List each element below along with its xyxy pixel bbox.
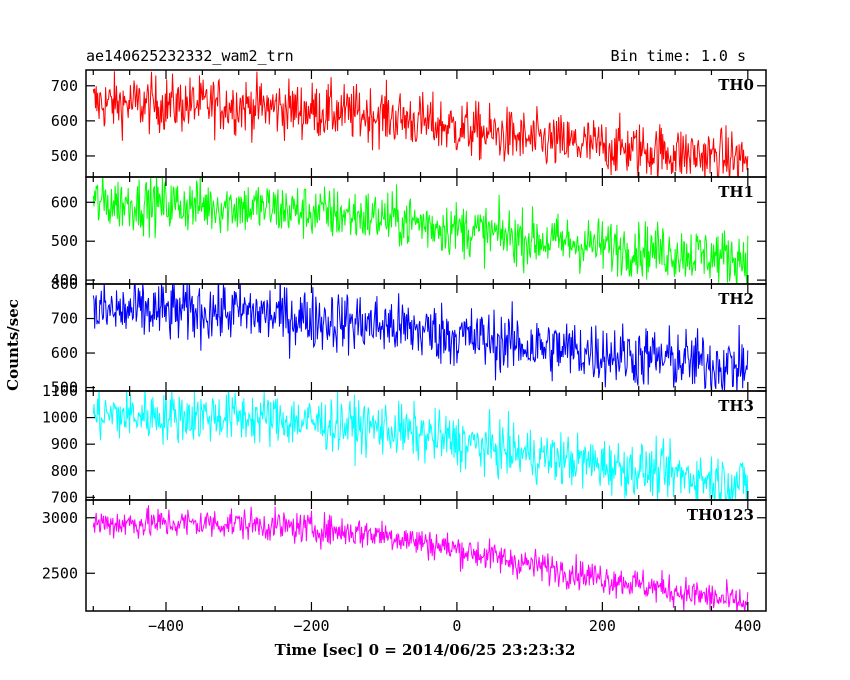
- y-tick-label: 900: [51, 435, 78, 453]
- y-tick-label: 400: [51, 271, 78, 289]
- y-tick-label: 1000: [42, 409, 78, 427]
- chart-title: ae140625232332_wam2_trn: [86, 47, 294, 65]
- series-line-th0123: [92, 505, 749, 611]
- y-tick-label: 500: [51, 379, 78, 397]
- panel-label: TH1: [718, 183, 754, 201]
- y-tick-label: 800: [51, 462, 78, 480]
- x-tick-label: 400: [734, 617, 761, 635]
- panels-group: TH0500600700TH1400500600TH2500600700800T…: [42, 69, 767, 612]
- y-tick-label: 600: [51, 112, 78, 130]
- y-axis-label: Counts/sec: [4, 299, 22, 391]
- x-axis-label: Time [sec] 0 = 2014/06/25 23:23:32: [275, 641, 576, 659]
- x-tick-label: −200: [293, 617, 329, 635]
- panel-th3: TH3 700 800 900 1000 1100: [42, 382, 767, 506]
- x-axis-ticks: −400 −200 0 200 400: [148, 617, 761, 635]
- panel-th2: TH2 500 600 700 800: [51, 275, 767, 397]
- bin-time-label: Bin time: 1.0 s: [611, 47, 746, 65]
- panel-th0123: TH0123 2500 3000: [42, 499, 767, 612]
- y-tick-label: 1100: [42, 382, 78, 400]
- y-tick-label: 700: [51, 488, 78, 506]
- x-tick-label: 0: [452, 617, 461, 635]
- y-tick-label: 800: [51, 275, 78, 293]
- y-tick-label: 600: [51, 193, 78, 211]
- series-line-th1: [92, 177, 749, 284]
- y-tick-label: 2500: [42, 564, 78, 582]
- y-tick-label: 700: [51, 310, 78, 328]
- y-tick-label: 3000: [42, 509, 78, 527]
- panel-label: TH2: [718, 290, 754, 308]
- panel-frame: [85, 499, 767, 612]
- panel-th0: TH0 500 600 700: [51, 69, 767, 178]
- panel-th1: TH1 400 500 600: [51, 176, 767, 289]
- y-tick-label: 700: [51, 77, 78, 95]
- series-line-th3: [92, 391, 749, 500]
- x-tick-label: −400: [148, 617, 184, 635]
- y-tick-label: 500: [51, 147, 78, 165]
- y-tick-label: 600: [51, 344, 78, 362]
- x-tick-label: 200: [589, 617, 616, 635]
- panel-label: TH3: [718, 397, 754, 415]
- panel-label: TH0: [718, 76, 754, 94]
- series-line-th0: [92, 71, 749, 177]
- series-line-th2: [92, 284, 749, 391]
- panel-label: TH0123: [687, 506, 754, 524]
- y-tick-label: 500: [51, 232, 78, 250]
